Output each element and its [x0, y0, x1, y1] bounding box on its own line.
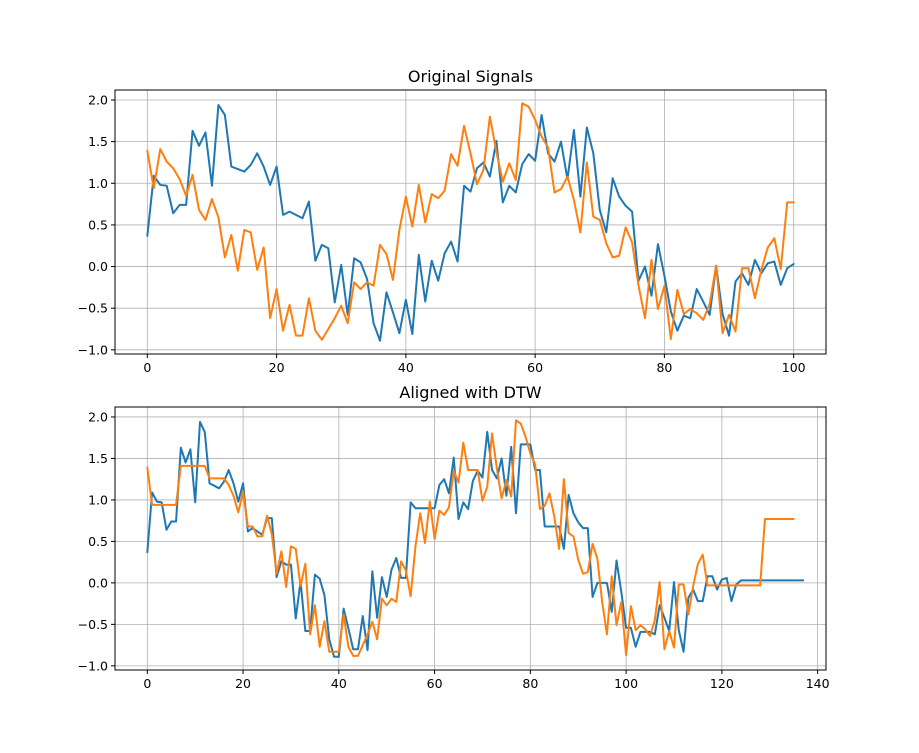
x-tick-label: 40 [331, 676, 347, 691]
x-tick-label: 60 [527, 360, 543, 375]
y-tick-label: 1.0 [88, 176, 108, 191]
y-tick-label: 0.0 [88, 575, 108, 590]
y-tick-label: 0.5 [88, 534, 108, 549]
y-tick-label: 0.0 [88, 259, 108, 274]
x-tick-label: 0 [143, 676, 151, 691]
x-tick-label: 20 [235, 676, 251, 691]
x-tick-label: 100 [614, 676, 638, 691]
x-tick-label: 100 [782, 360, 806, 375]
y-tick-label: 2.0 [88, 409, 108, 424]
x-tick-label: 140 [806, 676, 830, 691]
y-tick-label: 1.0 [88, 492, 108, 507]
plot-frame [114, 89, 827, 355]
series-line-1 [146, 419, 795, 657]
chart-panel-original: Original Signals 0 20 40 60 80 100 −1.0 −0.5 0.0… [78, 67, 827, 375]
x-tick-label: 0 [143, 360, 151, 375]
x-tick-label: 20 [269, 360, 285, 375]
series-line-1 [146, 102, 795, 341]
y-tick-label: 1.5 [88, 451, 108, 466]
y-tick-label: −1.0 [78, 342, 108, 357]
series-line-0 [146, 103, 795, 342]
x-tick-label: 120 [710, 676, 734, 691]
y-tick-label: −0.5 [78, 301, 108, 316]
x-tick-label: 60 [427, 676, 443, 691]
chart-title: Aligned with DTW [399, 383, 541, 402]
y-tick-label: 0.5 [88, 217, 108, 232]
x-tick-label: 80 [522, 676, 538, 691]
chart-panel-aligned: Aligned with DTW 0 20 40 60 80 100 120 140 −1.0 −… [78, 383, 830, 691]
y-tick-label: −0.5 [78, 617, 108, 632]
y-tick-label: 1.5 [88, 134, 108, 149]
y-tick-label: −1.0 [78, 658, 108, 673]
series-line-0 [146, 420, 805, 658]
x-tick-label: 80 [656, 360, 672, 375]
plot-frame [114, 406, 827, 671]
y-tick-label: 2.0 [88, 92, 108, 107]
chart-title: Original Signals [408, 67, 533, 86]
x-tick-label: 40 [398, 360, 414, 375]
